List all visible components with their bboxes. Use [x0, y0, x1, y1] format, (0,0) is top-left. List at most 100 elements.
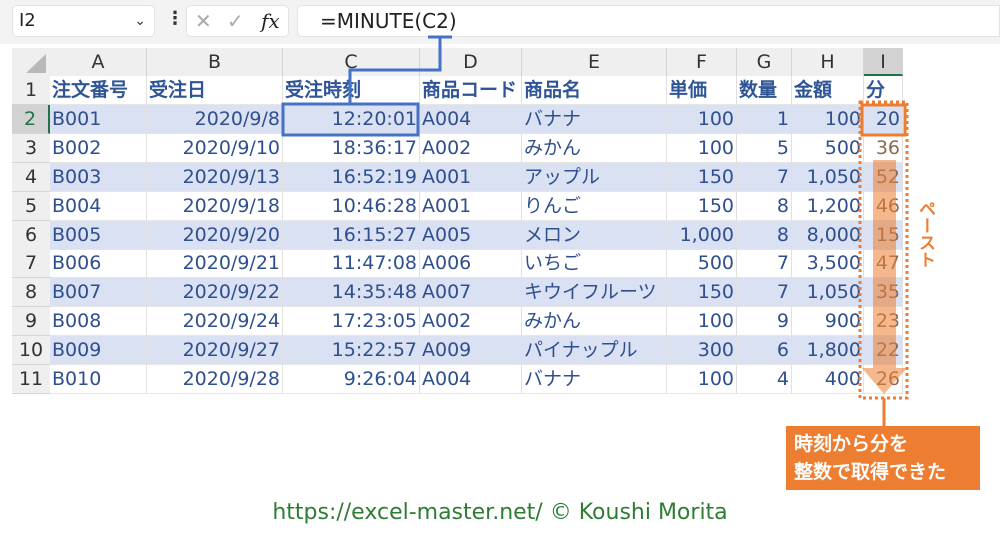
table-cell[interactable]: 300 [667, 336, 737, 366]
table-cell[interactable]: 2020/9/21 [147, 249, 283, 279]
table-cell[interactable]: 100 [667, 307, 737, 337]
table-cell[interactable]: A001 [420, 162, 522, 192]
table-cell[interactable]: 150 [667, 162, 737, 192]
table-cell[interactable]: 2020/9/18 [147, 191, 283, 221]
table-cell[interactable]: 7 [737, 249, 792, 279]
table-cell[interactable]: B005 [50, 220, 147, 250]
table-cell[interactable]: 4 [737, 365, 792, 394]
table-cell[interactable]: B002 [50, 133, 147, 163]
column-header-E[interactable]: E [522, 48, 667, 76]
table-cell[interactable]: アップル [522, 162, 667, 192]
table-cell[interactable]: 2020/9/10 [147, 133, 283, 163]
table-cell[interactable]: 9 [737, 307, 792, 337]
header-cell[interactable]: 商品名 [522, 76, 667, 105]
table-cell[interactable]: 20 [864, 104, 903, 134]
table-cell[interactable]: A009 [420, 336, 522, 366]
table-cell[interactable]: 8 [737, 191, 792, 221]
table-cell[interactable]: 16:52:19 [283, 162, 420, 192]
header-cell[interactable]: 受注日 [147, 76, 283, 105]
table-cell[interactable]: 16:15:27 [283, 220, 420, 250]
table-cell[interactable]: 2020/9/28 [147, 365, 283, 394]
table-cell[interactable]: 18:36:17 [283, 133, 420, 163]
header-cell[interactable]: 金額 [792, 76, 864, 105]
table-cell[interactable]: みかん [522, 133, 667, 163]
column-header-F[interactable]: F [667, 48, 737, 76]
table-cell[interactable]: 7 [737, 278, 792, 308]
row-header-1[interactable]: 1 [12, 76, 50, 105]
column-header-I[interactable]: I [864, 48, 903, 76]
table-cell[interactable]: 1,050 [792, 278, 864, 308]
table-cell[interactable]: 5 [737, 133, 792, 163]
table-cell[interactable]: 150 [667, 191, 737, 221]
table-cell[interactable]: 100 [667, 104, 737, 134]
table-cell[interactable]: 1 [737, 104, 792, 134]
table-cell[interactable]: A006 [420, 249, 522, 279]
row-header-3[interactable]: 3 [12, 133, 50, 163]
cancel-icon[interactable]: ✕ [195, 9, 212, 33]
row-header-11[interactable]: 11 [12, 365, 50, 394]
table-cell[interactable]: A004 [420, 365, 522, 394]
column-header-A[interactable]: A [50, 48, 147, 76]
table-cell[interactable]: 500 [667, 249, 737, 279]
select-all-corner[interactable] [12, 48, 50, 76]
table-cell[interactable]: 400 [792, 365, 864, 394]
formula-input[interactable]: =MINUTE(C2) [297, 5, 1000, 37]
row-header-2[interactable]: 2 [12, 104, 50, 134]
row-header-9[interactable]: 9 [12, 307, 50, 337]
table-cell[interactable]: バナナ [522, 365, 667, 394]
column-header-H[interactable]: H [792, 48, 864, 76]
table-cell[interactable]: 1,050 [792, 162, 864, 192]
header-cell[interactable]: 単価 [667, 76, 737, 105]
table-cell[interactable]: B008 [50, 307, 147, 337]
table-cell[interactable]: 1,200 [792, 191, 864, 221]
table-cell[interactable]: A004 [420, 104, 522, 134]
row-header-5[interactable]: 5 [12, 191, 50, 221]
table-cell[interactable]: 900 [792, 307, 864, 337]
row-header-6[interactable]: 6 [12, 220, 50, 250]
table-cell[interactable]: A002 [420, 133, 522, 163]
table-cell[interactable]: A001 [420, 191, 522, 221]
name-box[interactable]: I2 ⌄ [12, 5, 155, 37]
table-cell[interactable]: メロン [522, 220, 667, 250]
table-cell[interactable]: いちご [522, 249, 667, 279]
table-cell[interactable]: 100 [792, 104, 864, 134]
table-cell[interactable]: 100 [667, 365, 737, 394]
table-cell[interactable]: 2020/9/24 [147, 307, 283, 337]
chevron-down-icon[interactable]: ⌄ [134, 13, 146, 29]
table-cell[interactable]: B007 [50, 278, 147, 308]
table-cell[interactable]: 2020/9/27 [147, 336, 283, 366]
table-cell[interactable]: 10:46:28 [283, 191, 420, 221]
row-header-10[interactable]: 10 [12, 336, 50, 366]
table-cell[interactable]: B004 [50, 191, 147, 221]
table-cell[interactable]: 11:47:08 [283, 249, 420, 279]
row-header-7[interactable]: 7 [12, 249, 50, 279]
table-cell[interactable]: A002 [420, 307, 522, 337]
table-cell[interactable]: B001 [50, 104, 147, 134]
more-icon[interactable]: ⋮ [166, 8, 184, 29]
table-cell[interactable]: 1,000 [667, 220, 737, 250]
table-cell[interactable]: B006 [50, 249, 147, 279]
table-cell[interactable]: B003 [50, 162, 147, 192]
header-cell[interactable]: 数量 [737, 76, 792, 105]
table-cell[interactable]: 2020/9/8 [147, 104, 283, 134]
table-cell[interactable]: 2020/9/20 [147, 220, 283, 250]
table-cell[interactable]: りんご [522, 191, 667, 221]
table-cell[interactable]: 500 [792, 133, 864, 163]
table-cell[interactable]: 9:26:04 [283, 365, 420, 394]
row-header-4[interactable]: 4 [12, 162, 50, 192]
header-cell[interactable]: 商品コード [420, 76, 522, 105]
column-header-B[interactable]: B [147, 48, 283, 76]
confirm-icon[interactable]: ✓ [227, 9, 244, 33]
table-cell[interactable]: 15:22:57 [283, 336, 420, 366]
table-cell[interactable]: 14:35:48 [283, 278, 420, 308]
table-cell[interactable]: 8 [737, 220, 792, 250]
table-cell[interactable]: 17:23:05 [283, 307, 420, 337]
table-cell[interactable]: みかん [522, 307, 667, 337]
header-cell[interactable]: 注文番号 [50, 76, 147, 105]
table-cell[interactable]: 100 [667, 133, 737, 163]
table-cell[interactable]: B010 [50, 365, 147, 394]
table-cell[interactable]: 3,500 [792, 249, 864, 279]
table-cell[interactable]: 8,000 [792, 220, 864, 250]
table-cell[interactable]: パイナップル [522, 336, 667, 366]
column-header-G[interactable]: G [737, 48, 792, 76]
